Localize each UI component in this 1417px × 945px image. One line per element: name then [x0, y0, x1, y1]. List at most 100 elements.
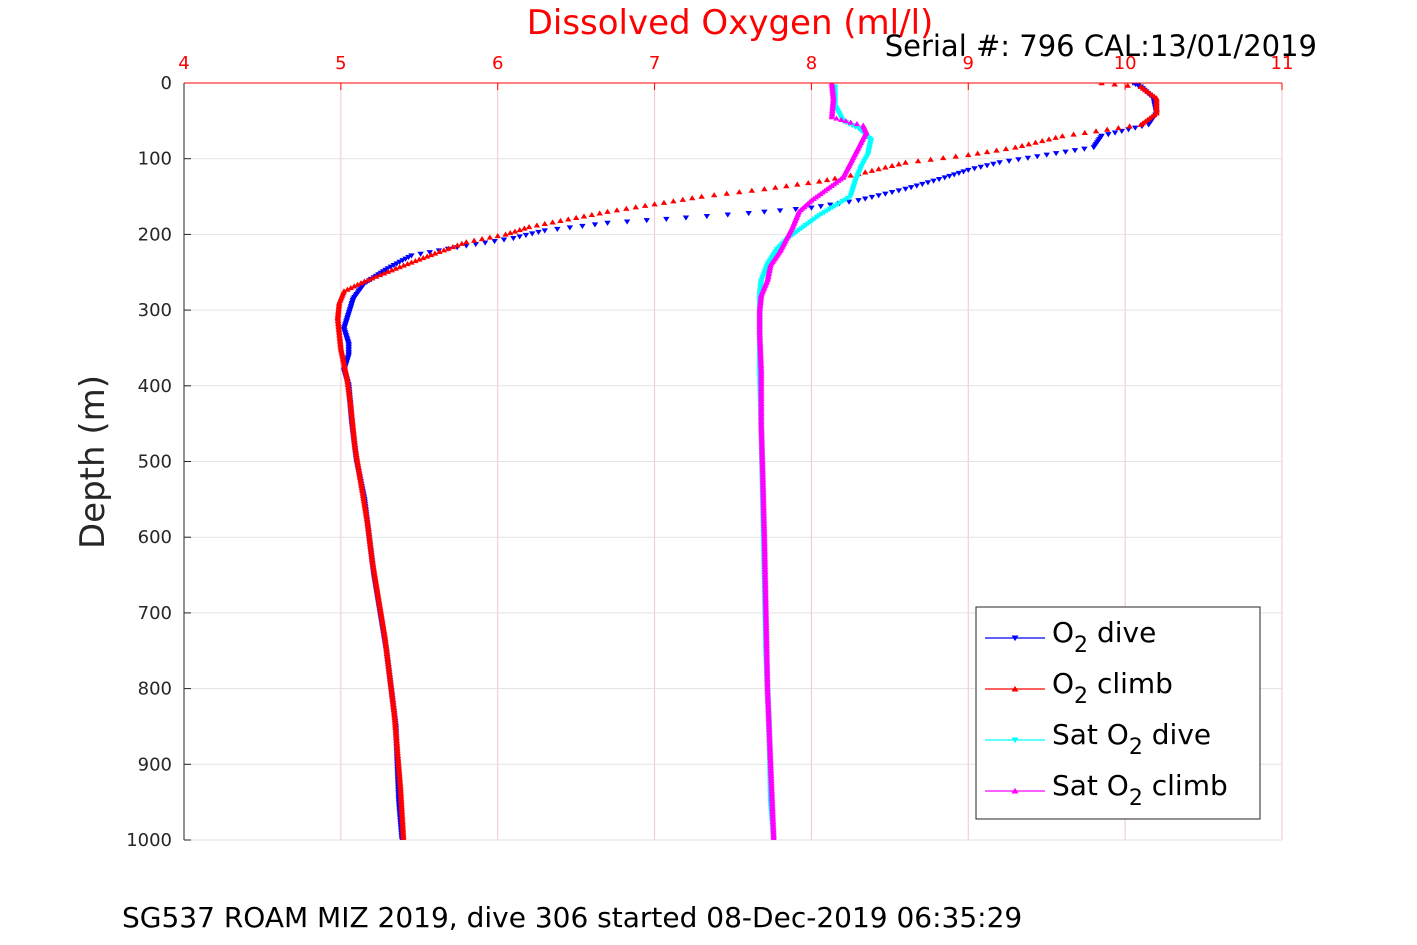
y-tick-label: 0	[161, 73, 172, 94]
series-sat-o2-climb	[756, 83, 870, 840]
data-point	[1052, 151, 1060, 157]
data-point	[1118, 128, 1125, 135]
data-point	[679, 196, 687, 202]
data-point	[1132, 125, 1139, 131]
data-point	[500, 237, 508, 243]
data-point	[507, 230, 514, 236]
data-point	[829, 205, 836, 211]
data-point	[842, 197, 849, 203]
data-point	[344, 286, 351, 292]
data-point	[557, 217, 564, 224]
data-point	[1126, 123, 1133, 129]
data-point	[1025, 141, 1032, 147]
data-point	[393, 261, 400, 267]
data-point	[357, 280, 365, 286]
data-point	[868, 194, 876, 200]
data-point	[494, 233, 501, 239]
data-point	[831, 203, 839, 209]
data-point	[670, 198, 677, 204]
data-point	[839, 199, 846, 205]
data-point	[761, 186, 768, 192]
data-point	[1039, 137, 1046, 144]
data-point	[868, 167, 876, 173]
data-point	[613, 207, 621, 213]
x-tick-label: 4	[178, 53, 189, 74]
data-point	[522, 232, 530, 239]
data-point	[1081, 129, 1089, 135]
legend-entry-o2-dive: O2 dive	[985, 616, 1156, 658]
data-point	[436, 248, 443, 254]
data-point	[907, 185, 915, 191]
data-point	[965, 152, 972, 158]
data-point	[511, 228, 519, 234]
data-point	[1090, 145, 1097, 151]
series-o2-climb	[334, 83, 1160, 840]
data-point	[445, 245, 452, 251]
data-point	[396, 264, 403, 270]
legend-label: Sat O2 dive	[1052, 718, 1211, 760]
x-tick-label: 5	[335, 53, 346, 74]
data-point	[823, 208, 831, 214]
legend-label-prefix: Sat O	[1052, 769, 1129, 802]
data-point	[1032, 139, 1039, 145]
data-point	[365, 276, 372, 282]
data-point	[384, 268, 392, 274]
data-point	[565, 216, 572, 222]
data-point	[698, 193, 705, 199]
data-point	[823, 177, 831, 183]
legend-label: O2 dive	[1052, 616, 1156, 658]
data-point	[772, 184, 779, 190]
y-tick-label: 100	[138, 149, 172, 170]
data-point	[902, 186, 909, 192]
data-point	[369, 275, 376, 281]
data-point	[478, 236, 486, 242]
y-tick-label: 500	[138, 452, 172, 473]
data-point	[380, 270, 388, 276]
data-point	[623, 205, 630, 211]
y-tick-label: 200	[138, 224, 172, 245]
data-point	[347, 285, 354, 291]
data-point	[914, 158, 922, 164]
data-point	[689, 195, 696, 201]
legend-label-prefix: O	[1052, 667, 1074, 700]
data-point	[902, 159, 909, 165]
data-point	[845, 199, 853, 205]
data-point	[895, 188, 903, 194]
data-point	[844, 195, 852, 202]
data-point	[623, 219, 631, 225]
data-point	[388, 267, 396, 273]
data-point	[423, 253, 431, 259]
data-point	[405, 254, 412, 261]
x-tick-label: 9	[963, 53, 974, 74]
legend-entry-sat-o2-climb: Sat O2 climb	[985, 769, 1228, 811]
data-point	[651, 201, 658, 207]
data-point	[416, 256, 423, 262]
legend-label: Sat O2 climb	[1052, 769, 1228, 811]
data-point	[930, 178, 937, 184]
data-point	[983, 149, 991, 155]
data-point	[816, 178, 823, 184]
data-point	[919, 181, 926, 187]
legend-label: O2 climb	[1052, 667, 1173, 709]
data-point	[1081, 146, 1088, 152]
legend-label-suffix: climb	[1143, 769, 1228, 802]
legend-marker	[1011, 787, 1019, 794]
data-point	[1145, 122, 1152, 128]
data-point	[831, 175, 839, 181]
data-point	[427, 251, 435, 258]
data-point	[566, 225, 574, 231]
data-point	[1115, 124, 1122, 131]
data-point	[855, 198, 862, 204]
data-point	[977, 164, 985, 170]
x-tick-label: 10	[1114, 53, 1137, 74]
data-point	[794, 181, 801, 187]
data-point	[882, 164, 889, 170]
data-point	[710, 192, 718, 198]
data-point	[454, 242, 461, 248]
data-point	[805, 180, 812, 186]
x-tick-label: 7	[649, 53, 660, 74]
data-point	[834, 202, 841, 208]
data-point	[533, 222, 541, 228]
data-point	[1043, 152, 1050, 158]
data-point	[939, 155, 947, 161]
